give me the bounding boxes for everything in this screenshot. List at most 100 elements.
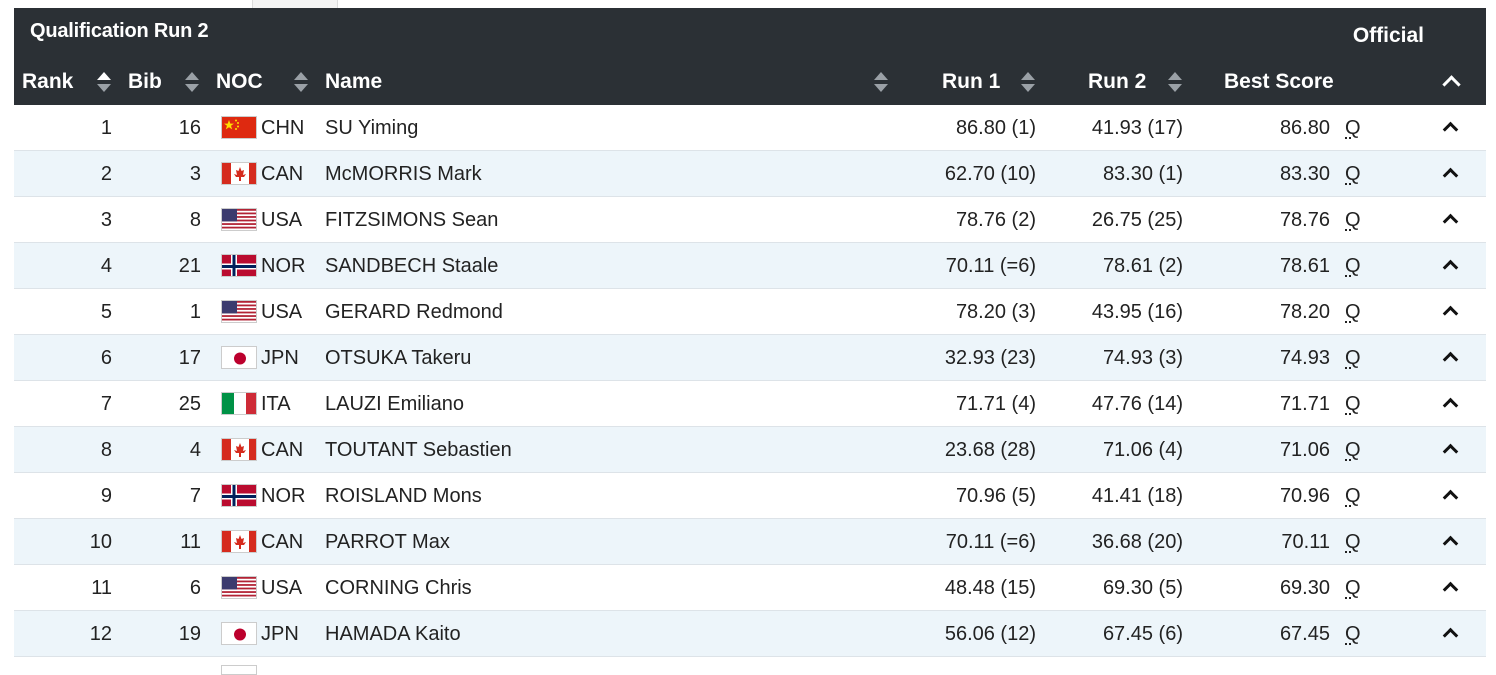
expand-row-chevron-icon[interactable] [1442, 581, 1459, 598]
run2-score: 43.95 (16) [1091, 301, 1183, 323]
table-row[interactable]: 12 19 JPN HAMADA Kaito 56.06 (12) 67.45 (6) 67… [14, 611, 1486, 657]
athlete-name[interactable]: ROISLAND Mons [325, 485, 482, 507]
expand-row-chevron-icon[interactable] [1442, 213, 1459, 230]
qualified-badge: Q [1345, 209, 1361, 231]
athlete-name[interactable]: FITZSIMONS Sean [325, 209, 499, 231]
best-score: 78.76 [1279, 209, 1330, 231]
run1-score: 70.11 (=6) [945, 531, 1036, 553]
run1-score: 70.11 (=6) [945, 255, 1036, 277]
noc-cell: CAN [261, 531, 304, 553]
flag-jpn-icon [221, 346, 257, 369]
rank-cell: 12 [89, 623, 112, 645]
table-row[interactable]: 3 8 USA FITZSIMONS Sean 78.76 (2) 26.75 (25) 7… [14, 197, 1486, 243]
athlete-name[interactable]: HAMADA Kaito [325, 623, 461, 645]
qualified-badge: Q [1345, 485, 1361, 507]
table-body: 1 16 CHN SU Yiming 86.80 (1) 41.93 (17) 86.80 Q… [14, 105, 1486, 675]
flag-usa-icon [221, 300, 257, 323]
collapse-all-chevron-icon[interactable] [1442, 75, 1461, 94]
expand-row-chevron-icon[interactable] [1442, 167, 1459, 184]
bib-cell: 25 [178, 393, 201, 415]
run1-score: 48.48 (15) [944, 577, 1036, 599]
qualified-badge: Q [1345, 301, 1361, 323]
flag-ita-icon [221, 392, 257, 415]
run2-score: 41.41 (18) [1091, 485, 1183, 507]
flag-partial-icon [221, 665, 257, 675]
table-row[interactable]: 7 25 ITA LAUZI Emiliano 71.71 (4) 47.76 (14) 7… [14, 381, 1486, 427]
table-row[interactable]: 10 11 CAN PARROT Max 70.11 (=6) 36.68 (20) 70.… [14, 519, 1486, 565]
expand-row-chevron-icon[interactable] [1442, 259, 1459, 276]
bib-cell: 11 [180, 531, 201, 553]
athlete-name[interactable]: CORNING Chris [325, 577, 472, 599]
noc-cell: ITA [261, 393, 291, 415]
rank-cell: 6 [100, 347, 112, 369]
expand-row-chevron-icon[interactable] [1442, 121, 1459, 138]
run2-score: 67.45 (6) [1102, 623, 1183, 645]
rank-cell: 7 [100, 393, 112, 415]
col-best-score[interactable]: Best Score [1224, 70, 1334, 93]
athlete-name[interactable]: SU Yiming [325, 117, 419, 139]
qualified-badge: Q [1345, 347, 1361, 369]
flag-can-icon [221, 162, 257, 185]
col-rank[interactable]: Rank [22, 70, 74, 93]
table-row[interactable]: 4 21 NOR SANDBECH Staale 70.11 (=6) 78.61 (2)… [14, 243, 1486, 289]
flag-usa-icon [221, 208, 257, 231]
noc-cell: NOR [261, 485, 306, 507]
table-header: Qualification Run 2 Official Rank Bib NO… [14, 8, 1486, 105]
expand-row-chevron-icon[interactable] [1442, 627, 1459, 644]
rank-cell: 8 [100, 439, 112, 461]
sort-run2-icon[interactable] [1168, 72, 1182, 94]
rank-cell: 9 [100, 485, 112, 507]
athlete-name[interactable]: LAUZI Emiliano [325, 393, 464, 415]
noc-cell: NOR [261, 255, 306, 277]
bib-cell: 16 [178, 117, 201, 139]
noc-cell: USA [261, 209, 303, 231]
sort-run1-icon[interactable] [1021, 72, 1035, 94]
expand-row-chevron-icon[interactable] [1442, 397, 1459, 414]
table-row[interactable]: 6 17 JPN OTSUKA Takeru 32.93 (23) 74.93 (3) 74… [14, 335, 1486, 381]
table-row[interactable]: 11 6 USA CORNING Chris 48.48 (15) 69.30 (5) 69… [14, 565, 1486, 611]
best-score: 78.61 [1279, 255, 1330, 277]
sort-rank-icon[interactable] [97, 72, 111, 94]
athlete-name[interactable]: GERARD Redmond [325, 301, 503, 323]
athlete-name[interactable]: TOUTANT Sebastien [325, 439, 512, 461]
athlete-name[interactable]: SANDBECH Staale [325, 255, 499, 277]
qualified-badge: Q [1345, 439, 1361, 461]
col-run2[interactable]: Run 2 [1088, 70, 1147, 93]
sort-bib-icon[interactable] [185, 72, 199, 94]
run1-score: 78.76 (2) [955, 209, 1036, 231]
noc-cell: CAN [261, 163, 304, 185]
qualified-badge: Q [1345, 163, 1361, 185]
sort-name-icon[interactable] [874, 72, 888, 94]
run2-score: 26.75 (25) [1091, 209, 1183, 231]
flag-usa-icon [221, 576, 257, 599]
table-row[interactable]: 2 3 CAN McMORRIS Mark 62.70 (10) 83.30 (1) 83.… [14, 151, 1486, 197]
best-score: 74.93 [1279, 347, 1330, 369]
athlete-name[interactable]: PARROT Max [325, 531, 450, 553]
flag-nor-icon [221, 484, 257, 507]
expand-row-chevron-icon[interactable] [1442, 305, 1459, 322]
best-score: 78.20 [1279, 301, 1330, 323]
table-row[interactable]: 8 4 CAN TOUTANT Sebastien 23.68 (28) 71.06 (4… [14, 427, 1486, 473]
run1-score: 70.96 (5) [955, 485, 1036, 507]
athlete-name[interactable]: McMORRIS Mark [325, 163, 482, 185]
rank-cell: 11 [91, 577, 112, 599]
bib-cell: 17 [178, 347, 201, 369]
col-name[interactable]: Name [325, 70, 383, 93]
athlete-name[interactable]: OTSUKA Takeru [325, 347, 472, 369]
table-row[interactable]: 1 16 CHN SU Yiming 86.80 (1) 41.93 (17) 86.80 Q [14, 105, 1486, 151]
col-run1[interactable]: Run 1 [942, 70, 1001, 93]
expand-row-chevron-icon[interactable] [1442, 351, 1459, 368]
results-table: Qualification Run 2 Official Rank Bib NO… [14, 8, 1486, 675]
table-row[interactable]: 9 7 NOR ROISLAND Mons 70.96 (5) 41.41 (18) 70.… [14, 473, 1486, 519]
col-noc[interactable]: NOC [216, 70, 263, 93]
col-bib[interactable]: Bib [128, 70, 162, 93]
table-row[interactable]: 5 1 USA GERARD Redmond 78.20 (3) 43.95 (16) 78… [14, 289, 1486, 335]
expand-row-chevron-icon[interactable] [1442, 489, 1459, 506]
sort-noc-icon[interactable] [294, 72, 308, 94]
expand-row-chevron-icon[interactable] [1442, 443, 1459, 460]
qualified-badge: Q [1345, 623, 1361, 645]
run2-score: 83.30 (1) [1102, 163, 1183, 185]
best-score: 69.30 [1279, 577, 1330, 599]
table-row-partial [14, 657, 1486, 675]
expand-row-chevron-icon[interactable] [1442, 535, 1459, 552]
